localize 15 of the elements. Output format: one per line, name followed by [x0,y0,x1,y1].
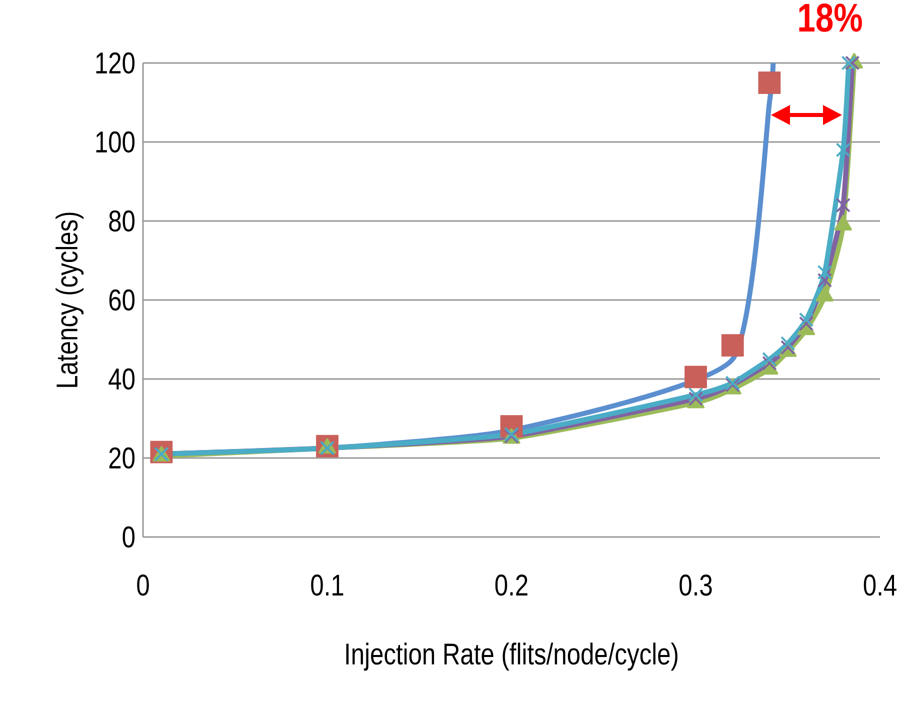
x-axis-title: Injection Rate (flits/node/cycle) [346,642,678,671]
y-tick-label: 20 [109,447,135,469]
x-tick-label: 0.4 [864,574,896,596]
y-tick-label: 60 [109,289,135,311]
text: 18% [799,4,862,32]
y-tick-label: 40 [108,368,135,390]
x-tick-label: 0.1 [311,574,344,596]
y-tick-label: 80 [109,210,135,232]
y-tick-label: 100 [96,131,135,153]
y-axis-title: Latency (cycles) [56,212,84,387]
x-tick-label: 0.2 [495,574,528,596]
y-tick-label: 120 [96,52,135,74]
y-tick-label: 0 [122,526,135,548]
x-tick-label: 0 [137,574,149,596]
x-tick-label: 0.3 [680,574,712,596]
